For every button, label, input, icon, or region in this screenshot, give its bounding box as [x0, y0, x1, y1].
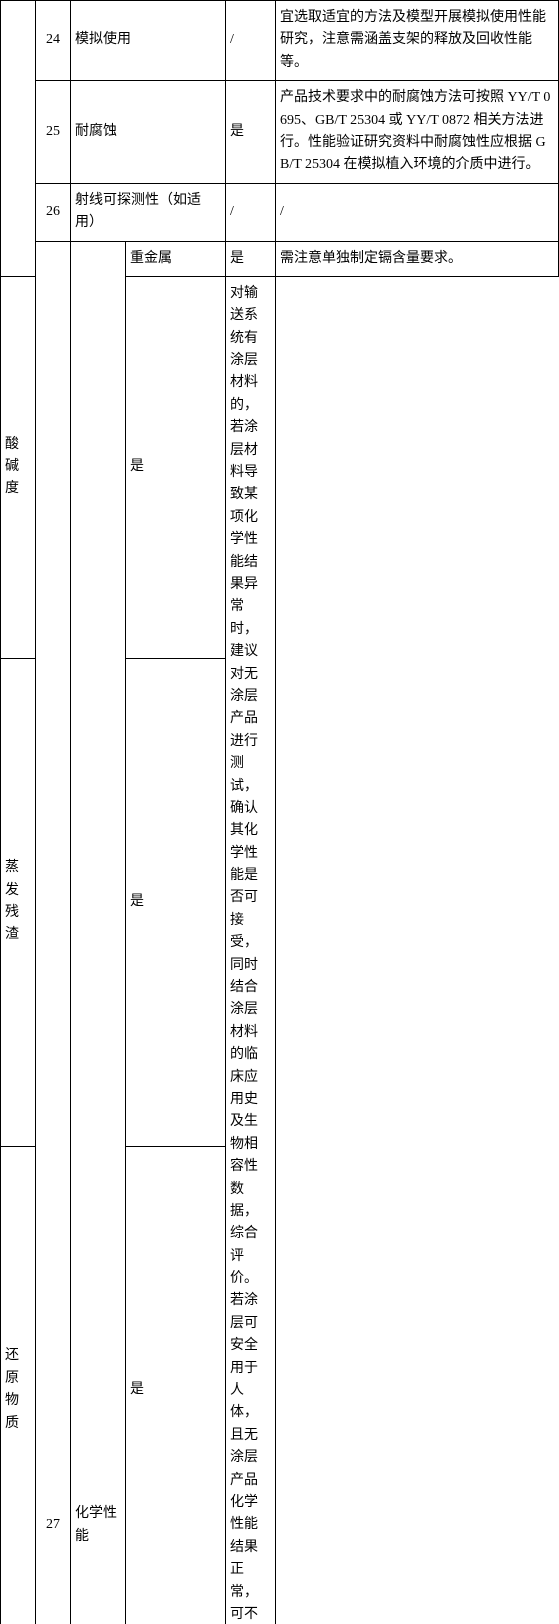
requirement: 是	[126, 1146, 226, 1624]
requirement: 是	[126, 658, 226, 1146]
requirement: 是	[226, 241, 276, 276]
sub-item-name: 酸碱度	[1, 276, 36, 658]
description: 产品技术要求中的耐腐蚀方法可按照 YY/T 0695、GB/T 25304 或 …	[276, 81, 559, 184]
row-number: 25	[36, 81, 71, 184]
item-name: 耐腐蚀	[71, 81, 226, 184]
left-blank-cell	[1, 1, 36, 277]
row-number: 27	[36, 241, 71, 1624]
spec-table: 24 模拟使用 / 宜选取适宜的方法及模型开展模拟使用性能研究，注意需涵盖支架的…	[0, 0, 559, 1624]
description: /	[276, 183, 559, 241]
description: 宜选取适宜的方法及模型开展模拟使用性能研究，注意需涵盖支架的释放及回收性能等。	[276, 1, 559, 81]
item-name: 模拟使用	[71, 1, 226, 81]
requirement: 是	[126, 276, 226, 658]
table-row: 25 耐腐蚀 是 产品技术要求中的耐腐蚀方法可按照 YY/T 0695、GB/T…	[1, 81, 559, 184]
requirement: /	[226, 183, 276, 241]
grouped-description: 对输送系统有涂层材料的，若涂层材料导致某项化学性能结果异常时，建议对无涂层产品进…	[226, 276, 276, 1624]
requirement: 是	[226, 81, 276, 184]
sub-item-name: 还原物质	[1, 1146, 36, 1624]
requirement: /	[226, 1, 276, 81]
row-number: 24	[36, 1, 71, 81]
table-row: 26 射线可探测性（如适用） / /	[1, 183, 559, 241]
item-name: 射线可探测性（如适用）	[71, 183, 226, 241]
table-row: 27 化学性能 重金属 是 需注意单独制定镉含量要求。	[1, 241, 559, 276]
description: 需注意单独制定镉含量要求。	[276, 241, 559, 276]
table-row: 24 模拟使用 / 宜选取适宜的方法及模型开展模拟使用性能研究，注意需涵盖支架的…	[1, 1, 559, 81]
category-name: 化学性能	[71, 241, 126, 1624]
sub-item-name: 重金属	[126, 241, 226, 276]
row-number: 26	[36, 183, 71, 241]
sub-item-name: 蒸发残渣	[1, 658, 36, 1146]
